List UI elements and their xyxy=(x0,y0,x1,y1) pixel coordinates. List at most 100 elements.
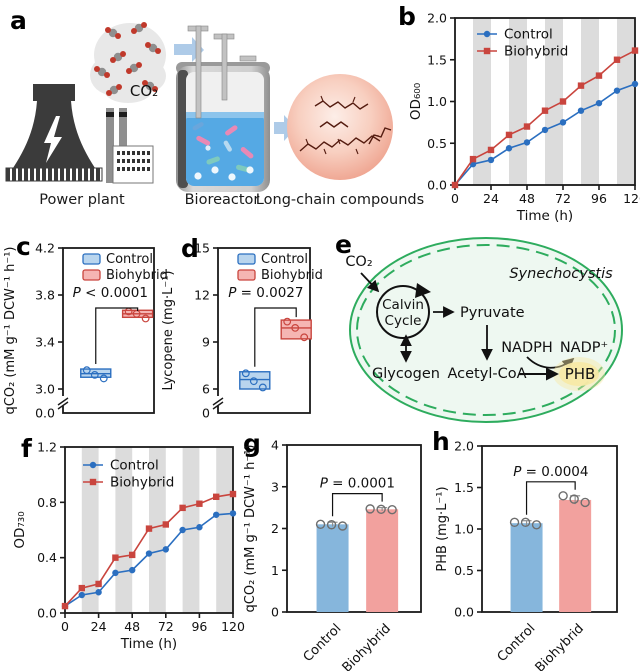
calvin-cycle-arrowhead xyxy=(415,283,431,298)
axes: 0 24 48 72 96 120 0.0 0.4 0.8 1.2 Time (h) OD₇₃₀ xyxy=(12,440,245,653)
svg-text:48: 48 xyxy=(519,191,535,206)
significance-bracket xyxy=(525,481,576,515)
box-Control xyxy=(239,369,271,392)
nadp-label: NADP⁺ xyxy=(560,340,608,356)
svg-text:15: 15 xyxy=(194,241,210,256)
panel-b-letter: b xyxy=(398,2,416,31)
bar-Control xyxy=(509,517,543,612)
plot-frame xyxy=(62,247,155,414)
svg-text:Control: Control xyxy=(110,458,159,474)
panel-f-letter: f xyxy=(21,434,32,463)
svg-text:120: 120 xyxy=(623,191,640,206)
category-label: Control xyxy=(301,621,345,665)
y-axis-label: Lycopene (mg·L⁻¹) xyxy=(161,271,176,391)
panel-a-letter: a xyxy=(10,6,27,35)
bar-Control xyxy=(315,519,349,612)
cell-membrane-inner xyxy=(356,244,616,416)
co2-label: CO₂ xyxy=(345,254,372,270)
panel-c-letter: c xyxy=(16,232,31,261)
pyruvate-label: Pyruvate xyxy=(460,305,525,321)
plot-frame xyxy=(286,444,422,613)
svg-text:2.0: 2.0 xyxy=(427,11,447,26)
svg-text:72: 72 xyxy=(158,619,174,634)
p-value-label: P = 0.0027 xyxy=(228,285,303,301)
svg-text:Biohybrid: Biohybrid xyxy=(504,44,568,60)
svg-text:4.2: 4.2 xyxy=(35,241,55,256)
svg-text:2.0: 2.0 xyxy=(454,439,474,454)
svg-text:0: 0 xyxy=(271,605,279,620)
axes: 3.0 3.4 3.8 4.2 0.0 qCO₂ (mM g⁻¹ DCW⁻¹ h⁻¹) xyxy=(3,241,69,421)
bar-Biohybrid xyxy=(365,504,399,612)
y-axis-label: PHB (mg·L⁻¹) xyxy=(435,486,450,571)
bioreactor-icon xyxy=(176,25,270,192)
series-Biohybrid xyxy=(61,490,237,610)
flow-arrow-icon xyxy=(274,115,296,141)
svg-text:3.8: 3.8 xyxy=(35,288,55,303)
significance-bracket xyxy=(331,493,383,517)
svg-text:3: 3 xyxy=(271,479,279,494)
phb-highlight xyxy=(559,362,599,386)
svg-text:3.4: 3.4 xyxy=(35,335,55,350)
panel-g-chart: 0 1 2 3 4 qCO₂ (mM g⁻¹ DCW⁻¹ h⁻¹) ControlBiohy… xyxy=(243,438,422,671)
p-value-label: P < 0.0001 xyxy=(73,285,148,301)
calvin-label-2: Cycle xyxy=(385,313,422,329)
svg-text:Control: Control xyxy=(261,252,308,267)
svg-text:72: 72 xyxy=(555,191,571,206)
panel-g-letter: g xyxy=(243,429,261,458)
svg-text:1.0: 1.0 xyxy=(454,522,474,537)
y-axis-label: qCO₂ (mM g⁻¹ DCW⁻¹ h⁻¹) xyxy=(243,445,258,613)
y-axis-label: OD₇₃₀ xyxy=(12,511,28,548)
svg-text:24: 24 xyxy=(91,619,107,634)
series-Biohybrid xyxy=(451,47,639,189)
category-label: Biohybrid xyxy=(340,621,394,671)
power-plant-icon xyxy=(5,84,154,184)
x-axis-label: Time (h) xyxy=(120,636,177,652)
phb-label: PHB xyxy=(565,365,596,383)
svg-text:0.8: 0.8 xyxy=(37,495,57,510)
panel-d-chart: 6 9 12 15 0 Lycopene (mg·L⁻¹) ControlBiohybrid… xyxy=(161,241,323,421)
co2-cloud-icon: CO₂ xyxy=(90,22,166,103)
x-axis-label: Time (h) xyxy=(516,208,573,224)
p-value-label: P = 0.0004 xyxy=(513,464,588,480)
svg-text:0.0: 0.0 xyxy=(454,605,474,620)
svg-text:1: 1 xyxy=(271,563,279,578)
svg-text:0.0: 0.0 xyxy=(37,606,57,621)
svg-text:1.0: 1.0 xyxy=(427,94,447,109)
long-chain-label: Long-chain compounds xyxy=(255,192,425,208)
svg-text:0.0: 0.0 xyxy=(35,406,55,421)
svg-text:0.5: 0.5 xyxy=(427,136,447,151)
bioreactor-label: Bioreactor xyxy=(184,192,260,208)
svg-text:96: 96 xyxy=(591,191,607,206)
svg-text:0.0: 0.0 xyxy=(427,178,447,193)
svg-text:6: 6 xyxy=(202,382,210,397)
svg-text:3.0: 3.0 xyxy=(35,382,55,397)
svg-text:Control: Control xyxy=(106,252,153,267)
glycogen-label: Glycogen xyxy=(372,366,440,382)
panel-a-schematic: CO₂ xyxy=(5,22,393,192)
significance-bracket xyxy=(95,307,139,365)
panel-c-chart: 3.0 3.4 3.8 4.2 0.0 qCO₂ (mM g⁻¹ DCW⁻¹ h⁻¹) Co… xyxy=(3,241,168,421)
svg-text:Control: Control xyxy=(504,27,553,43)
co2-cloud-label: CO₂ xyxy=(130,82,158,100)
category-label: Biohybrid xyxy=(533,621,587,671)
significance-bracket xyxy=(254,307,297,367)
organism-label: Synechocystis xyxy=(509,266,613,282)
dark-bands xyxy=(81,447,233,613)
power-plant-label: Power plant xyxy=(39,192,125,208)
svg-text:1.2: 1.2 xyxy=(37,440,57,455)
svg-text:24: 24 xyxy=(483,191,499,206)
panel-e-letter: e xyxy=(335,230,352,259)
panel-b-chart: 0 24 48 72 96 120 0.0 0.5 1.0 1.5 2.0 Time (h) OD₆₀₀… xyxy=(408,11,640,225)
panel-e-diagram: Synechocystis CO₂ Calvin Cycle Pyruvate … xyxy=(345,237,623,423)
svg-text:0.4: 0.4 xyxy=(37,550,57,565)
dark-bands xyxy=(473,18,635,185)
svg-text:Biohybrid: Biohybrid xyxy=(106,268,168,283)
y-axis-label: qCO₂ (mM g⁻¹ DCW⁻¹ h⁻¹) xyxy=(3,247,18,415)
panel-h-chart: 0.0 0.5 1.0 1.5 2.0 PHB (mg·L⁻¹) ControlBiohyb… xyxy=(435,439,618,671)
y-axis-label: OD₆₀₀ xyxy=(408,83,424,120)
svg-text:48: 48 xyxy=(124,619,140,634)
svg-text:0: 0 xyxy=(202,406,210,421)
